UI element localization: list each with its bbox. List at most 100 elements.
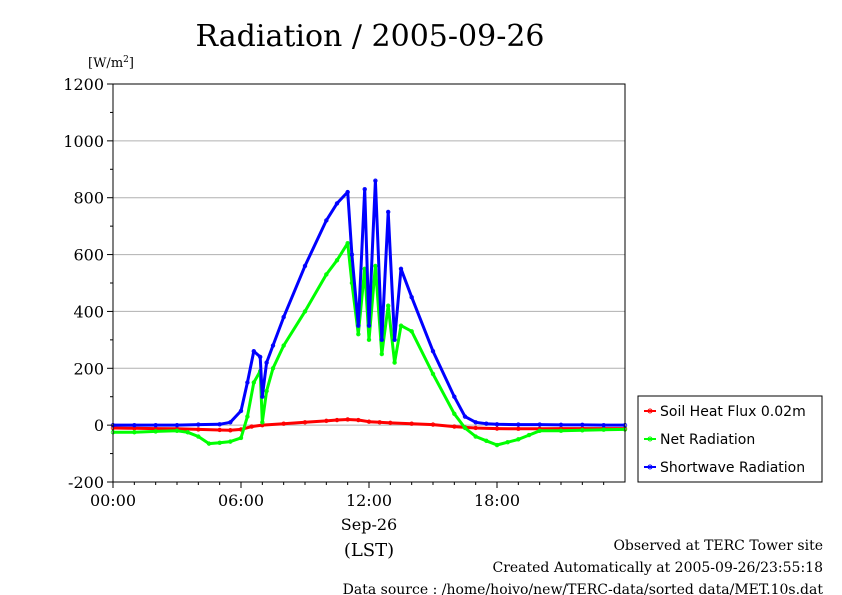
footer-observed: Observed at TERC Tower site — [613, 538, 823, 554]
data-point — [174, 422, 180, 428]
data-point — [264, 360, 269, 365]
data-point — [392, 337, 397, 343]
data-point — [494, 442, 500, 448]
data-point — [238, 435, 244, 441]
data-point — [484, 421, 489, 426]
y-tick-label: 400 — [73, 302, 104, 321]
data-point — [430, 371, 436, 377]
data-point — [302, 420, 308, 425]
y-axis: -200 0 200 400 600 800 1000 1200 — [63, 75, 113, 492]
legend-box — [637, 395, 823, 483]
data-point — [505, 440, 510, 445]
series-line-2 — [113, 179, 625, 427]
data-point — [601, 427, 606, 432]
x-tick-label: 06:00 — [218, 491, 264, 510]
data-point — [260, 394, 265, 399]
data-point — [379, 337, 384, 343]
y-tick-label: 600 — [73, 246, 104, 265]
data-point — [362, 186, 367, 192]
data-point — [281, 421, 286, 426]
data-point — [324, 218, 329, 223]
data-point — [494, 426, 500, 431]
y-tick-label: -200 — [68, 473, 104, 492]
legend-label: Shortwave Radiation — [660, 460, 805, 476]
x-axis: 00:00 06:00 12:00 18:00 — [90, 482, 605, 510]
data-point — [386, 209, 391, 215]
data-point — [398, 266, 404, 271]
data-point — [260, 420, 265, 425]
data-point — [430, 422, 436, 427]
data-point — [379, 351, 384, 357]
data-point — [238, 408, 244, 414]
series-layer — [110, 178, 628, 448]
data-point — [580, 428, 585, 433]
data-point — [249, 424, 254, 429]
data-point — [217, 422, 222, 427]
data-point — [392, 360, 397, 365]
data-point — [366, 337, 372, 343]
series-line-0 — [112, 418, 625, 432]
legend-marker — [647, 464, 653, 470]
data-point — [558, 422, 564, 428]
data-point — [251, 349, 256, 354]
data-point — [601, 422, 606, 428]
data-point — [334, 201, 340, 206]
data-point — [373, 263, 378, 269]
data-point — [473, 434, 478, 439]
data-point — [366, 419, 372, 424]
x-date-label: Sep-26 — [341, 515, 397, 534]
data-point — [270, 366, 276, 371]
data-point — [228, 420, 233, 425]
data-point — [377, 420, 382, 425]
data-point — [228, 439, 233, 444]
y-tick-label: 1200 — [63, 75, 104, 94]
data-point — [281, 343, 286, 348]
data-point — [153, 429, 158, 434]
data-point — [245, 380, 250, 385]
data-point — [580, 422, 585, 428]
data-point — [217, 440, 222, 445]
data-point — [430, 349, 436, 354]
data-point — [196, 427, 201, 432]
legend-marker — [647, 408, 653, 414]
data-point — [537, 428, 542, 434]
data-point — [373, 178, 378, 183]
data-point — [473, 425, 478, 431]
data-point — [473, 420, 478, 425]
data-point — [462, 414, 468, 419]
data-point — [185, 430, 190, 435]
x-axis-label: (LST) — [344, 540, 394, 561]
data-point — [516, 426, 521, 432]
data-point — [153, 422, 158, 428]
y-tick-label: 0 — [94, 416, 104, 435]
data-point — [356, 331, 361, 337]
data-point — [324, 272, 329, 277]
data-point — [345, 240, 350, 246]
data-point — [302, 263, 308, 269]
data-point — [484, 438, 489, 443]
x-tick-label: 12:00 — [346, 491, 392, 510]
y-tick-label: 800 — [73, 189, 104, 208]
chart-title: Radiation / 2005-09-26 — [195, 19, 544, 54]
data-point — [345, 189, 350, 195]
footer-created: Created Automatically at 2005-09-26/23:5… — [492, 560, 823, 576]
legend-label: Soil Heat Flux 0.02m — [660, 404, 806, 420]
x-tick-label: 18:00 — [474, 491, 520, 510]
data-point — [217, 427, 222, 433]
data-point — [251, 380, 256, 385]
data-point — [386, 303, 391, 308]
data-point — [258, 354, 263, 360]
x-tick-label: 00:00 — [90, 491, 136, 510]
data-point — [196, 434, 201, 439]
data-point — [349, 252, 355, 257]
data-point — [196, 422, 201, 427]
data-point — [132, 430, 137, 435]
data-point — [516, 437, 521, 442]
footer-source: Data source : /home/hoivo/new/TERC-data/… — [343, 582, 824, 595]
data-point — [558, 428, 564, 434]
legend-marker — [647, 436, 653, 442]
data-point — [366, 323, 372, 328]
data-point — [452, 411, 457, 416]
legend: Soil Heat Flux 0.02m Net Radiation Shortwa… — [637, 395, 823, 483]
data-point — [356, 417, 361, 423]
